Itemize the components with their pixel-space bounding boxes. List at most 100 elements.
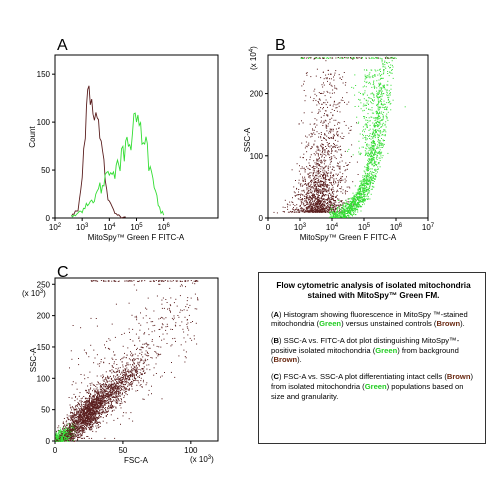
scatter-point <box>310 172 312 174</box>
scatter-point <box>366 143 368 145</box>
scatter-point <box>337 162 338 164</box>
scatter-point <box>312 128 313 130</box>
scatter-point <box>357 198 359 199</box>
scatter-point <box>345 57 347 59</box>
scatter-point <box>330 211 332 213</box>
scatter-point <box>108 376 110 378</box>
scatter-point <box>311 179 312 181</box>
scatter-point <box>70 437 72 439</box>
scatter-point <box>339 180 341 182</box>
scatter-point <box>319 201 321 203</box>
scatter-point <box>372 175 374 177</box>
scatter-point <box>315 99 317 101</box>
scatter-point <box>314 182 316 184</box>
scatter-point <box>320 177 322 179</box>
scatter-point <box>359 154 361 156</box>
scatter-point <box>325 175 327 177</box>
scatter-point <box>367 165 369 167</box>
scatter-point <box>320 209 321 211</box>
scatter-point <box>283 211 285 213</box>
scatter-point <box>362 179 364 180</box>
scatter-point <box>376 94 378 96</box>
scatter-point <box>364 200 366 202</box>
scatter-point <box>377 144 379 146</box>
scatter-point <box>371 151 373 153</box>
scatter-point <box>337 121 339 123</box>
scatter-point <box>373 158 375 160</box>
scatter-point <box>378 162 380 163</box>
scatter-point <box>330 158 332 160</box>
scatter-point <box>304 191 305 193</box>
scatter-point <box>318 191 320 193</box>
scatter-point <box>360 102 362 104</box>
scatter-point <box>314 188 316 190</box>
scatter-point <box>321 166 323 168</box>
scatter-point <box>342 192 344 194</box>
scatter-point <box>320 181 322 183</box>
scatter-point <box>314 211 316 213</box>
scatter-point <box>390 84 392 86</box>
scatter-point <box>350 201 352 203</box>
scatter-point <box>359 197 361 199</box>
scatter-point <box>372 75 374 76</box>
scatter-point <box>346 201 348 203</box>
scatter-point <box>308 211 309 213</box>
scatter-point <box>304 196 306 197</box>
scatter-point <box>348 211 350 213</box>
scatter-point <box>342 57 344 59</box>
scatter-point <box>341 186 343 188</box>
scatter-point <box>324 95 326 97</box>
scatter-point <box>334 85 336 87</box>
scatter-point <box>321 184 323 186</box>
scatter-point <box>301 85 303 87</box>
scatter-point <box>373 157 375 159</box>
scatter-point <box>97 397 99 398</box>
scatter-point <box>371 102 372 104</box>
scatter-point <box>112 410 113 412</box>
scatter-point <box>64 431 66 433</box>
scatter-point <box>366 104 367 106</box>
scatter-point <box>360 200 362 202</box>
scatter-point <box>107 397 109 399</box>
scatter-point <box>294 205 296 207</box>
scatter-point <box>350 206 352 208</box>
scatter-point <box>118 390 120 392</box>
scatter-point <box>319 199 321 201</box>
scatter-point <box>73 416 75 418</box>
scatter-point <box>314 154 316 156</box>
scatter-point <box>312 187 314 189</box>
scatter-point <box>86 425 88 427</box>
scatter-point <box>303 90 305 91</box>
scatter-point <box>314 208 316 210</box>
scatter-point <box>360 57 362 59</box>
scatter-point <box>384 61 386 63</box>
scatter-point <box>321 198 323 200</box>
scatter-point <box>378 122 380 124</box>
scatter-point <box>376 113 377 115</box>
scatter-point <box>344 181 346 183</box>
scatter-point <box>71 427 73 429</box>
scatter-point <box>349 206 351 208</box>
scatter-point <box>330 182 332 183</box>
scatter-point <box>366 175 367 177</box>
scatter-point <box>357 203 359 205</box>
scatter-point <box>142 373 143 375</box>
scatter-point <box>373 139 375 141</box>
scatter-point <box>317 180 319 182</box>
scatter-point <box>60 430 61 432</box>
scatter-point <box>347 211 349 213</box>
scatter-point <box>320 183 322 185</box>
scatter-point <box>312 100 314 102</box>
scatter-point <box>366 135 368 136</box>
tick-base: 10 <box>49 223 58 232</box>
scatter-point <box>347 198 349 200</box>
scatter-point <box>363 200 365 202</box>
scatter-point <box>320 201 322 203</box>
scatter-point <box>322 71 324 73</box>
scatter-point <box>101 407 103 409</box>
scatter-point <box>335 181 336 183</box>
scatter-point <box>338 216 340 218</box>
scatter-point <box>373 86 375 88</box>
scatter-point <box>377 69 379 71</box>
scatter-point <box>377 115 379 117</box>
